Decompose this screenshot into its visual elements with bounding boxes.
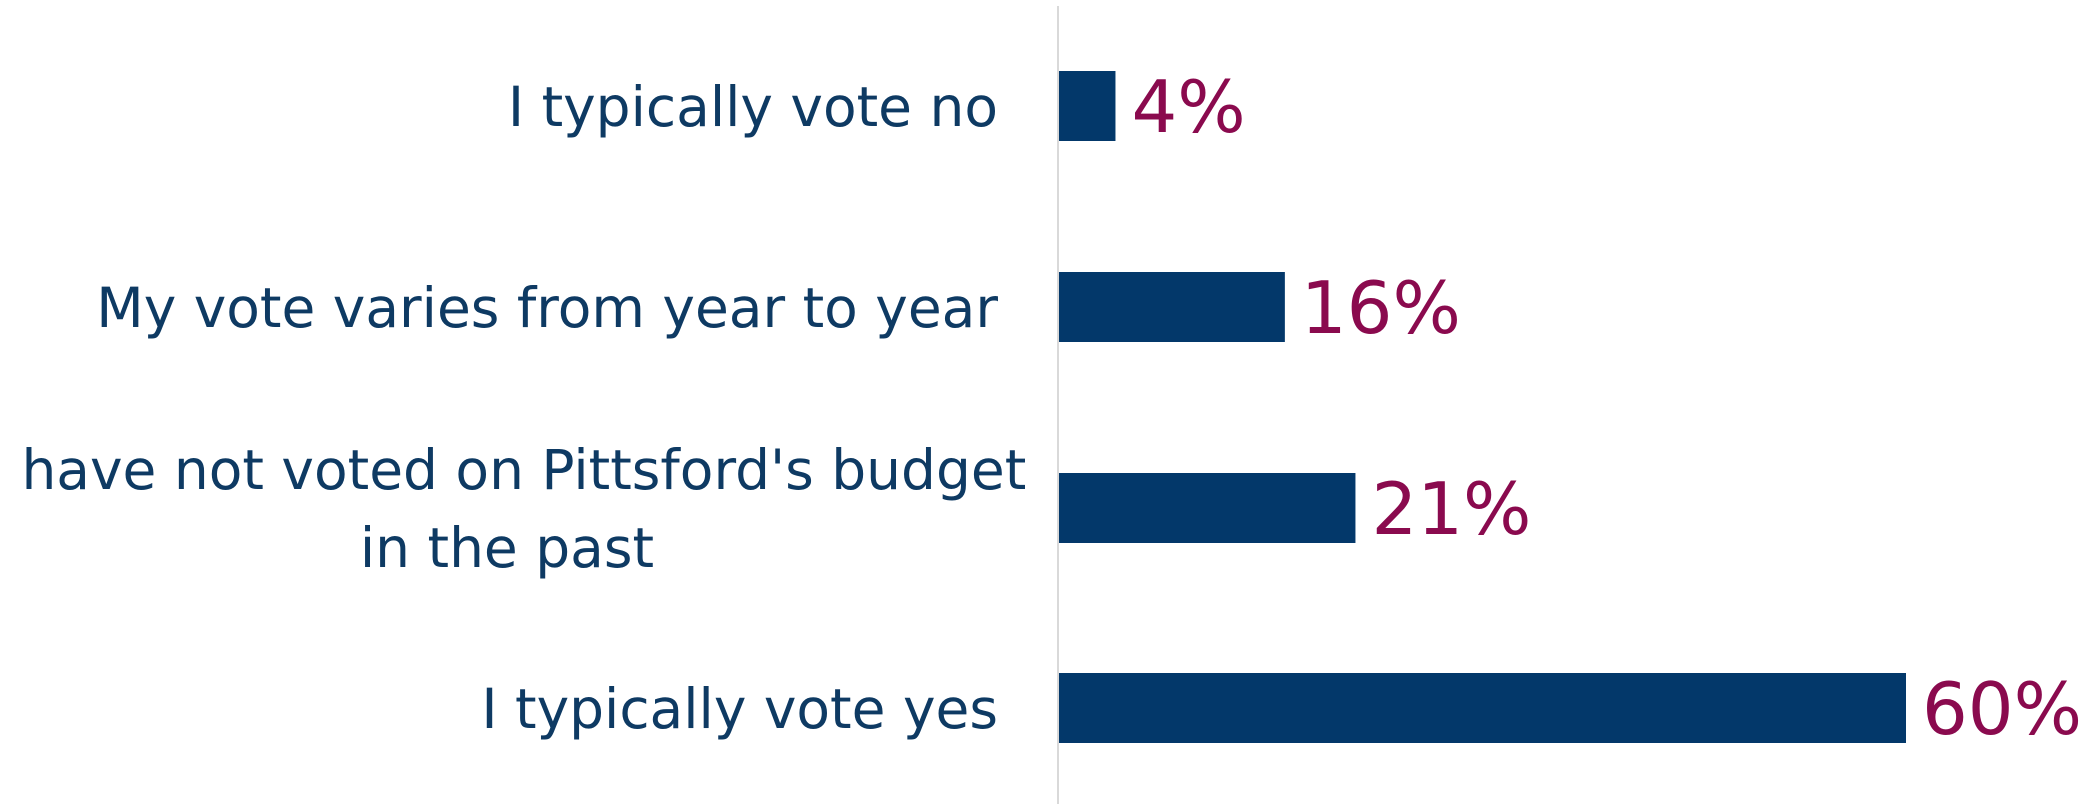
bars-layer	[1059, 71, 1906, 743]
category-label-line: I typically vote yes	[481, 677, 998, 741]
category-label-line: I typically vote no	[508, 75, 998, 139]
value-labels-layer: 4% 16% 21% 60%	[1131, 65, 2080, 751]
data-label-1: 4%	[1131, 65, 1245, 149]
category-label-2: My vote varies from year to year	[96, 276, 998, 340]
category-label-4: I typically vote yes	[481, 677, 998, 741]
category-label-line: I have not voted on Pittsford's budget	[0, 438, 1026, 502]
bar-4	[1059, 673, 1906, 743]
category-labels-layer: I typically vote no My vote varies from y…	[0, 75, 1026, 741]
category-label-1: I typically vote no	[508, 75, 998, 139]
category-label-line: in the past	[360, 516, 654, 580]
data-label-4: 60%	[1922, 667, 2080, 751]
bar-3	[1059, 473, 1356, 543]
category-label-3: I have not voted on Pittsford's budget in…	[0, 438, 1026, 580]
data-label-3: 21%	[1371, 467, 1531, 551]
category-label-line: My vote varies from year to year	[96, 276, 998, 340]
bar-2	[1059, 272, 1285, 342]
bar-1	[1059, 71, 1116, 141]
data-label-2: 16%	[1301, 266, 1461, 350]
